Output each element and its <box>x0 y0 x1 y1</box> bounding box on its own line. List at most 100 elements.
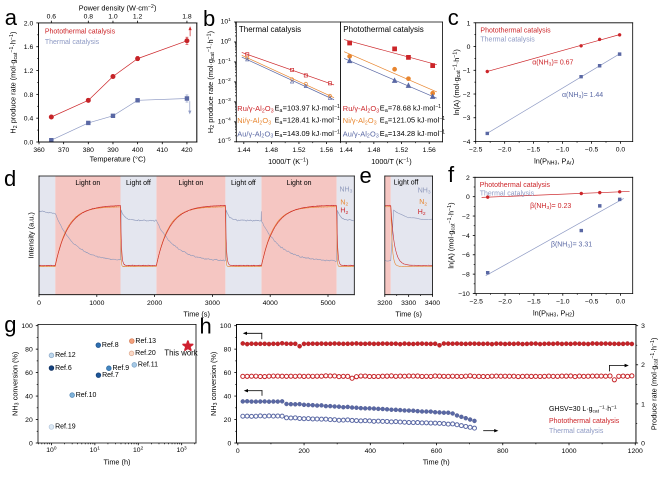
svg-text:0.0: 0.0 <box>24 139 34 146</box>
svg-text:4000: 4000 <box>263 300 278 307</box>
svg-text:1 0 −: 1 0 − 4 <box>218 101 235 129</box>
svg-text:H p r: H p r o d u c e r a t e ( m o l · g · h <box>191 25 220 133</box>
svg-text:l n ( P: l n ( P , P ) N H 3 A r <box>534 143 580 169</box>
svg-text:1 0 1: 1 0 1 <box>90 432 104 457</box>
svg-text:Thermal catalysis: Thermal catalysis <box>549 428 604 435</box>
svg-text:Light off: Light off <box>231 180 256 187</box>
svg-text:Thermal catalysis: Thermal catalysis <box>45 39 100 46</box>
svg-text:420: 420 <box>181 147 193 154</box>
svg-text:Thermal catalysis: Thermal catalysis <box>239 25 301 34</box>
svg-text:1 0 2: 1 0 2 <box>133 432 147 457</box>
svg-text:1000: 1000 <box>561 448 576 455</box>
svg-text:1.56: 1.56 <box>423 147 436 154</box>
svg-text:0: 0 <box>37 300 41 307</box>
svg-text:600: 600 <box>431 448 443 455</box>
svg-text:Time (h): Time (h) <box>104 458 131 467</box>
svg-text:0.6: 0.6 <box>47 14 57 21</box>
svg-text:0: 0 <box>29 440 33 447</box>
svg-text:−2.5: −2.5 <box>469 147 483 154</box>
svg-text:1 0 3: 1 0 3 <box>176 432 190 457</box>
svg-text:40: 40 <box>25 394 33 401</box>
svg-text:N H c: N H c o n v e r s i o n ( % ) 3 <box>196 345 221 415</box>
svg-text:Light on: Light on <box>287 180 312 187</box>
svg-text:−1: −1 <box>463 68 471 75</box>
svg-text:−4: −4 <box>462 233 470 240</box>
svg-text:1 0 0: 1 0 0 <box>46 432 60 457</box>
svg-text:E = 1 4 3: E = 1 4 3 . 0 9 k J · m o l a − 1 <box>275 113 344 142</box>
svg-text:Ref.8: Ref.8 <box>102 342 119 349</box>
svg-text:α ( N H ): α ( N H ) = 1 . 4 4 3 <box>562 77 609 102</box>
svg-text:1.44: 1.44 <box>340 147 353 154</box>
svg-text:Light on: Light on <box>75 180 100 187</box>
svg-text:1: 1 <box>641 401 645 408</box>
svg-text:g: g <box>4 312 16 337</box>
svg-text:Time (s): Time (s) <box>183 309 209 318</box>
svg-text:R u / γ -: R u / γ - A l O 2 3 <box>237 91 277 117</box>
svg-text:1 0 −: 1 0 − 2 <box>218 61 235 89</box>
svg-text:l n ( A: l n ( A ) ( m o l · g · h ) c a t − 1 − … <box>431 196 460 268</box>
svg-text:200: 200 <box>298 448 310 455</box>
svg-text:l n ( A: l n ( A ) ( m o l · g · h ) c a t − 1 − … <box>436 43 465 115</box>
svg-text:1.56: 1.56 <box>320 147 333 154</box>
svg-text:20: 20 <box>224 417 232 424</box>
svg-text:0.0: 0.0 <box>616 299 626 306</box>
svg-text:N H 3: N H 3 <box>340 172 356 197</box>
svg-text:Light off: Light off <box>394 179 419 186</box>
svg-text:60: 60 <box>224 370 232 377</box>
svg-text:3200: 3200 <box>377 300 392 307</box>
svg-text:100: 100 <box>220 323 232 330</box>
svg-text:1000: 1000 <box>89 300 104 307</box>
svg-text:N 2: N 2 <box>340 185 351 210</box>
svg-text:Ref.13: Ref.13 <box>135 338 156 345</box>
svg-text:f: f <box>448 162 455 187</box>
svg-text:β ( N H ): β ( N H ) = 3 . 3 1 3 <box>551 226 598 251</box>
svg-text:Ref.10: Ref.10 <box>76 392 97 399</box>
svg-text:H 2: H 2 <box>340 193 351 218</box>
svg-text:3300: 3300 <box>401 300 416 307</box>
svg-text:Light on: Light on <box>178 180 203 187</box>
svg-text:1 0 0: 1 0 0 <box>221 23 235 48</box>
svg-text:e: e <box>360 163 372 188</box>
svg-text:N i / γ -: N i / γ - A l O 2 3 <box>343 103 380 129</box>
svg-text:1 0 −: 1 0 − 5 <box>218 121 235 149</box>
svg-text:Temperature (°C): Temperature (°C) <box>90 155 146 164</box>
svg-text:P o w e: P o w e r d e n s i t y ( W · c m ) − 2 <box>79 0 163 16</box>
svg-text:H 2: H 2 <box>418 194 429 219</box>
svg-text:−0.5: −0.5 <box>585 299 599 306</box>
svg-text:0: 0 <box>236 448 240 455</box>
svg-text:390: 390 <box>107 147 119 154</box>
svg-text:0: 0 <box>641 440 645 447</box>
svg-text:−1.0: −1.0 <box>556 147 570 154</box>
svg-text:E = 1 0 3: E = 1 0 3 . 9 7 k J · m o l a − 1 <box>275 88 344 117</box>
svg-text:Photothermal catalysis: Photothermal catalysis <box>45 28 116 35</box>
svg-text:0.0: 0.0 <box>616 147 626 154</box>
svg-text:Intensity (a.u.): Intensity (a.u.) <box>26 212 35 258</box>
svg-text:0.4: 0.4 <box>24 116 34 123</box>
svg-text:Ref.20: Ref.20 <box>135 350 156 357</box>
svg-text:20: 20 <box>25 417 33 424</box>
svg-text:h: h <box>200 313 212 338</box>
svg-text:−4: −4 <box>463 139 471 146</box>
svg-text:360: 360 <box>33 147 45 154</box>
svg-text:80: 80 <box>25 347 33 354</box>
svg-text:1.2: 1.2 <box>133 14 143 21</box>
svg-text:1 0 −: 1 0 − 3 <box>218 81 235 109</box>
svg-text:Photothermal catalysis: Photothermal catalysis <box>343 25 423 34</box>
svg-text:80: 80 <box>224 347 232 354</box>
svg-text:2: 2 <box>466 175 470 182</box>
svg-text:0: 0 <box>467 44 471 51</box>
svg-text:c: c <box>448 5 459 30</box>
svg-text:−10: −10 <box>458 291 470 298</box>
svg-text:100: 100 <box>21 323 33 330</box>
svg-text:R u / γ -: R u / γ - A l O 2 3 <box>343 91 383 117</box>
svg-text:A u / γ -: A u / γ - A l O 2 3 <box>343 116 382 142</box>
svg-text:400: 400 <box>132 147 144 154</box>
svg-text:G H S V =: G H S V = 3 0 L · g · h c a t − 1 − 1 <box>549 389 620 418</box>
svg-text:N i / γ -: N i / γ - A l O 2 3 <box>237 103 274 129</box>
svg-text:N H 3: N H 3 <box>418 172 434 197</box>
svg-text:β ( N H ): β ( N H ) = 0 . 2 3 3 <box>530 188 577 213</box>
svg-text:Time (s): Time (s) <box>395 309 421 318</box>
svg-text:Photothermal catalysis: Photothermal catalysis <box>480 28 551 35</box>
svg-text:E = 7 8 .: E = 7 8 . 6 8 k J · m o l a − 1 <box>380 88 445 117</box>
svg-text:3000: 3000 <box>205 300 220 307</box>
